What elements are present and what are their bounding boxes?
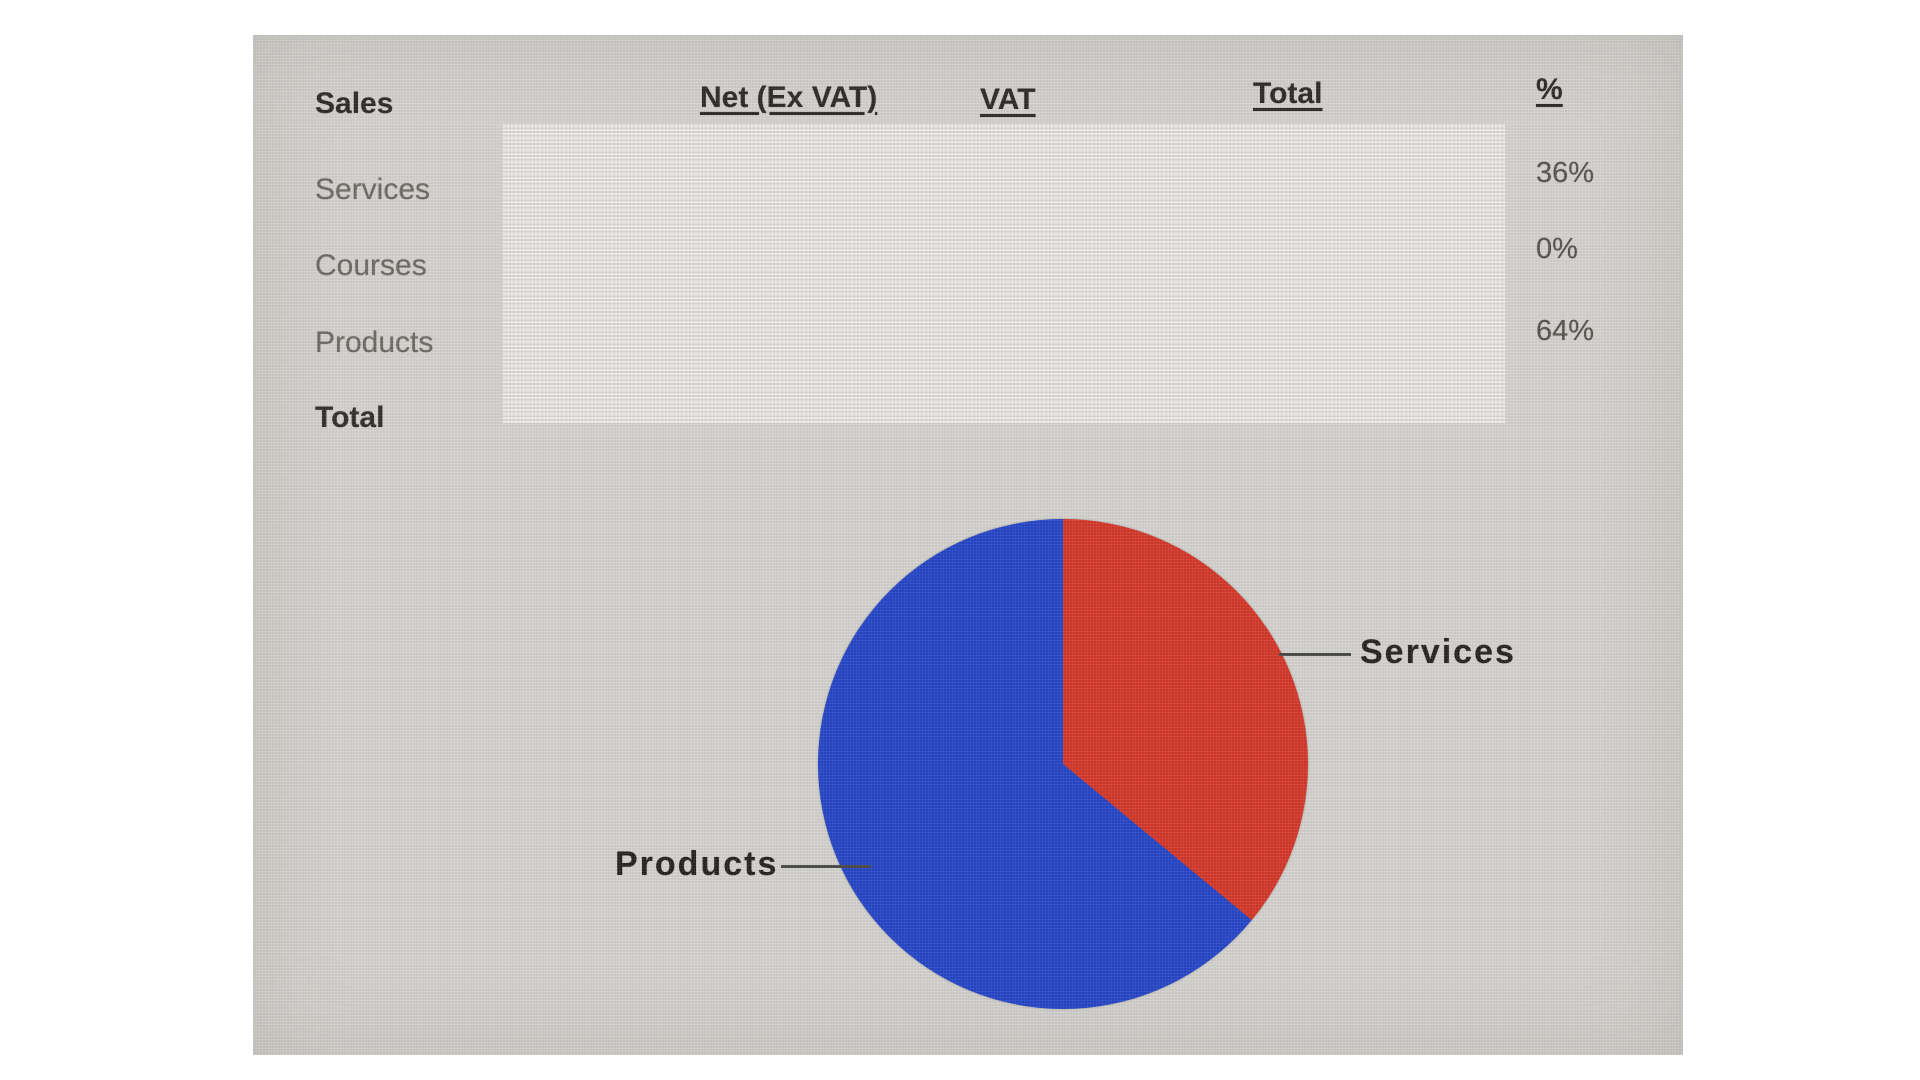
screen-photo: Sales Net (Ex VAT) VAT Total % Services … [253,35,1683,1055]
column-header-net-ex-vat: Net (Ex VAT) [700,81,878,114]
column-header-percent: % [1536,73,1563,106]
row-label-products: Products [315,326,434,359]
pie-chart [818,519,1308,1009]
column-header-total: Total [1253,77,1323,110]
percent-value-services: 36% [1536,157,1595,189]
table-values-panel [503,123,1505,423]
services-callout-label: Services [1360,633,1516,671]
percent-value-products: 64% [1536,315,1595,347]
services-leader-line [1279,653,1351,656]
products-leader-line [781,865,871,868]
column-header-vat: VAT [980,83,1036,116]
row-label-total: Total [315,401,385,434]
row-label-services: Services [315,173,431,206]
row-label-courses: Courses [315,249,427,282]
products-callout-label: Products [615,845,779,883]
percent-value-courses: 0% [1536,233,1578,265]
table-title: Sales [315,87,394,120]
